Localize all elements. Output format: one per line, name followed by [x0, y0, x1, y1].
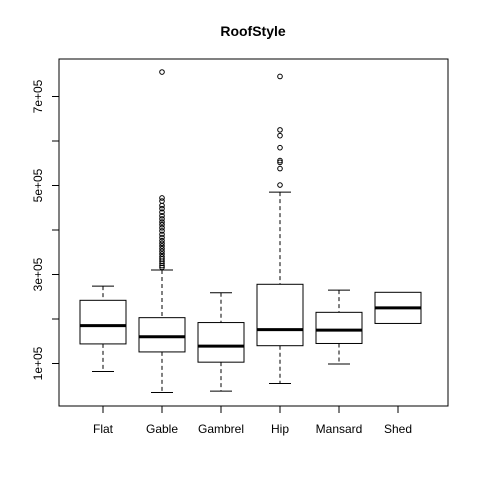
outlier-point [159, 243, 165, 249]
outlier-point [159, 219, 165, 225]
outlier-point [159, 202, 165, 209]
outlier-point [277, 165, 283, 172]
iqr-box [138, 317, 186, 353]
outlier-point [159, 231, 165, 238]
outlier-point [159, 248, 165, 255]
outlier-point [159, 209, 165, 215]
outlier-point [159, 234, 165, 241]
x-axis: Flat Gable Gambrel Hip Mansard Shed [93, 406, 412, 436]
x-tick-label: Hip [271, 422, 289, 436]
outlier-point [159, 198, 165, 204]
outlier-point [277, 132, 283, 139]
outlier-point [159, 212, 165, 219]
y-axis: 1e+05 3e+05 5e+05 7e+05 [31, 79, 59, 380]
box-flat [79, 285, 127, 373]
outlier-point [159, 205, 165, 212]
box-gable [138, 69, 186, 393]
box-hip [256, 73, 304, 385]
outlier-point [159, 237, 165, 244]
y-tick-label: 3e+05 [31, 257, 45, 291]
outlier-point [277, 182, 283, 188]
box-shed [374, 291, 422, 324]
iqr-box [197, 322, 245, 363]
outlier-point [277, 157, 283, 164]
x-tick-label: Gambrel [198, 422, 244, 436]
outlier-point [159, 245, 165, 252]
x-tick-label: Mansard [316, 422, 363, 436]
outlier-point [159, 240, 165, 247]
iqr-box [79, 299, 127, 345]
outlier-point [159, 216, 165, 222]
outlier-point [159, 260, 165, 267]
y-tick-label: 7e+05 [31, 79, 45, 113]
iqr-box [315, 311, 363, 344]
outlier-point [277, 73, 283, 80]
y-tick-label: 1e+05 [31, 346, 45, 380]
chart-title: RoofStyle [220, 23, 286, 39]
box-mansard [315, 289, 363, 365]
iqr-box [256, 283, 304, 347]
x-tick-label: Gable [146, 422, 178, 436]
x-tick-label: Flat [93, 422, 114, 436]
outlier-point [159, 228, 165, 234]
box-gambrel [197, 292, 245, 392]
outlier-point [159, 264, 165, 271]
y-tick-label: 5e+05 [31, 168, 45, 202]
outlier-point [277, 159, 283, 166]
x-tick-label: Shed [384, 422, 412, 436]
outlier-point [159, 195, 165, 201]
outlier-point [277, 127, 283, 133]
boxes-layer [79, 69, 422, 393]
plot-frame [58, 58, 449, 407]
outlier-point [277, 144, 283, 151]
outlier-point [159, 262, 165, 269]
outlier-point [159, 69, 165, 75]
outlier-point [159, 224, 165, 231]
outlier-point [159, 221, 165, 228]
